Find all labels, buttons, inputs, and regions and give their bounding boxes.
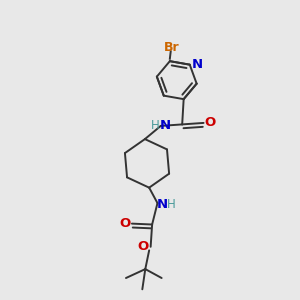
Text: O: O — [120, 217, 131, 230]
Text: H: H — [167, 197, 176, 211]
Text: H: H — [151, 119, 160, 132]
Text: N: N — [192, 58, 203, 70]
Text: O: O — [205, 116, 216, 129]
Text: N: N — [160, 119, 171, 132]
Text: N: N — [156, 197, 167, 211]
Text: O: O — [138, 240, 149, 253]
Text: Br: Br — [164, 41, 179, 54]
